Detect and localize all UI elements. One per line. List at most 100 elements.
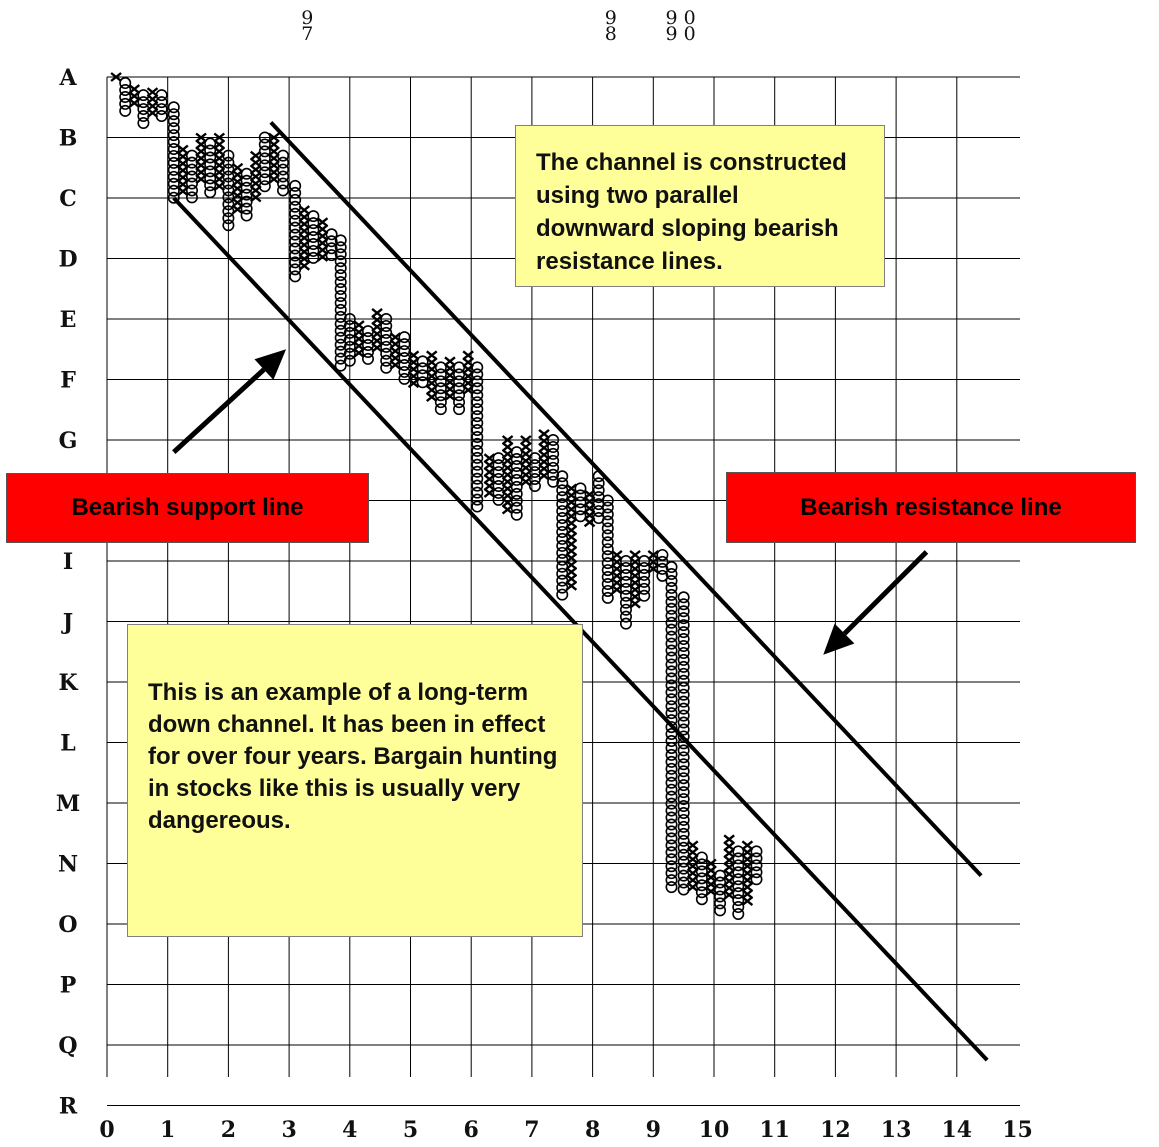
o-mark: [471, 389, 484, 402]
o-mark: [732, 894, 745, 907]
o-mark: [362, 352, 375, 365]
o-mark: [592, 477, 605, 490]
o-mark: [167, 156, 180, 169]
o-mark: [222, 149, 235, 162]
o-mark: [665, 637, 678, 650]
o-mark: [547, 468, 560, 481]
o-mark: [732, 852, 745, 865]
o-mark: [510, 480, 523, 493]
o-mark: [277, 177, 290, 190]
x-mark: [723, 834, 735, 845]
o-mark: [471, 493, 484, 506]
o-mark: [334, 234, 347, 247]
o-mark: [556, 470, 569, 483]
o-mark: [547, 433, 560, 446]
o-mark: [677, 619, 690, 632]
note-channel-construction: The channel is constructed using two par…: [515, 125, 885, 287]
o-mark: [619, 589, 632, 602]
o-mark: [665, 832, 678, 845]
o-mark: [204, 172, 217, 185]
o-mark: [416, 355, 429, 368]
o-mark: [471, 417, 484, 430]
o-mark: [665, 602, 678, 615]
year-marker-top: 9: [301, 7, 313, 29]
x-mark: [231, 162, 244, 173]
x-mark: [444, 391, 456, 402]
y-tick-label: P: [60, 973, 77, 999]
o-mark: [677, 716, 690, 729]
x-mark: [298, 260, 311, 271]
x-mark: [444, 377, 456, 388]
x-mark: [353, 327, 365, 337]
o-mark: [119, 90, 132, 103]
x-mark: [268, 139, 280, 150]
o-mark: [155, 110, 168, 123]
o-mark: [665, 762, 678, 775]
o-mark: [665, 728, 678, 741]
x-mark: [195, 146, 207, 157]
o-mark: [334, 303, 347, 316]
x-mark: [298, 253, 311, 264]
year-marker-top: 0: [684, 7, 696, 29]
o-mark: [240, 202, 253, 215]
o-mark: [416, 376, 429, 389]
o-mark: [167, 191, 180, 204]
o-mark: [665, 846, 678, 859]
x-mark: [687, 847, 699, 858]
o-mark: [119, 77, 132, 90]
x-mark: [231, 176, 244, 187]
x-mark: [298, 212, 311, 222]
o-mark: [416, 369, 429, 382]
x-mark: [195, 167, 207, 178]
arrow-head: [823, 623, 855, 655]
o-mark: [619, 575, 632, 588]
o-mark: [665, 644, 678, 657]
x-mark: [389, 360, 402, 370]
x-mark: [565, 553, 578, 563]
o-mark: [307, 210, 320, 223]
o-mark: [732, 873, 745, 886]
o-mark: [416, 362, 429, 375]
o-mark: [601, 522, 614, 535]
x-mark: [565, 532, 578, 543]
o-mark: [601, 529, 614, 542]
o-mark: [471, 486, 484, 499]
o-mark: [167, 122, 180, 135]
o-mark: [665, 686, 678, 699]
o-mark: [601, 564, 614, 577]
o-mark: [334, 269, 347, 282]
x-mark: [177, 151, 189, 162]
o-mark: [167, 170, 180, 183]
o-mark: [638, 589, 651, 602]
x-mark: [231, 190, 244, 201]
x-mark: [483, 453, 496, 464]
o-mark: [434, 389, 447, 402]
x-mark: [195, 153, 207, 164]
y-tick-label: J: [61, 610, 73, 636]
o-mark: [677, 605, 690, 618]
o-mark: [307, 231, 320, 244]
o-mark: [434, 361, 447, 374]
x-mark: [565, 525, 578, 536]
o-mark: [167, 129, 180, 142]
o-mark: [289, 193, 302, 206]
o-mark: [665, 776, 678, 789]
arrow-head: [254, 349, 287, 380]
x-tick-label: 2: [221, 1117, 236, 1143]
o-mark: [656, 555, 669, 568]
o-mark: [334, 248, 347, 261]
note-long-term-channel: This is an example of a long-term down c…: [127, 624, 583, 937]
x-mark: [538, 456, 550, 467]
o-mark: [665, 630, 678, 643]
x-mark: [128, 98, 141, 108]
x-mark: [520, 435, 532, 445]
x-mark: [425, 350, 438, 361]
y-tick-label: M: [56, 791, 80, 817]
o-mark: [677, 793, 690, 806]
o-mark: [665, 853, 678, 866]
o-mark: [289, 186, 302, 199]
x-mark: [741, 868, 754, 879]
o-mark: [471, 403, 484, 416]
x-mark: [483, 474, 496, 484]
x-mark: [538, 463, 550, 474]
